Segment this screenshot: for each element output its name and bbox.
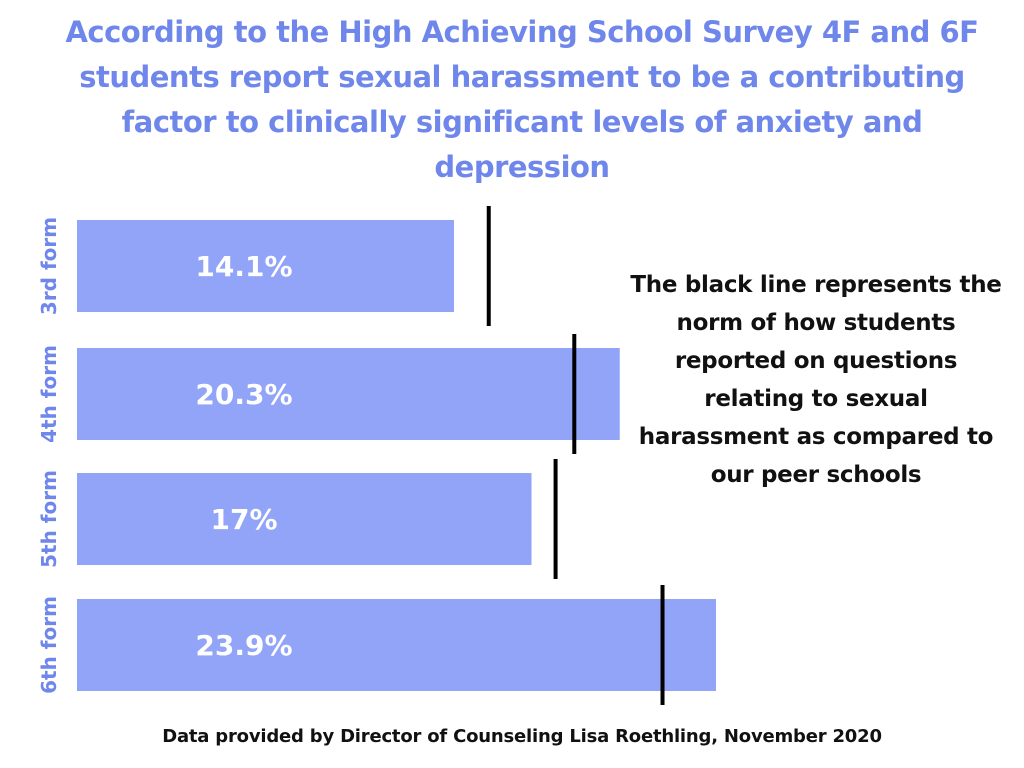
value-label: 17% <box>210 503 277 536</box>
value-labels-layer: 14.1% 20.3% 17% 23.9% <box>195 250 292 662</box>
category-labels-layer: 3rd form 4th form 5th form 6th form <box>37 217 61 694</box>
bars-layer <box>77 220 716 691</box>
chart-title: According to the High Achieving School S… <box>65 15 979 184</box>
bar-3rd-form <box>77 220 454 312</box>
norm-lines-layer <box>486 206 665 705</box>
bar-4th-form <box>77 348 620 440</box>
value-label: 23.9% <box>195 629 292 662</box>
bar-6th-form <box>77 599 716 691</box>
category-label: 4th form <box>37 345 61 443</box>
value-label: 14.1% <box>195 250 292 283</box>
norm-line-annotation: The black line represents the norm of ho… <box>630 272 1002 488</box>
category-label: 6th form <box>37 596 61 694</box>
category-label: 5th form <box>37 470 61 568</box>
source-note: Data provided by Director of Counseling … <box>162 726 882 747</box>
category-label: 3rd form <box>37 217 61 315</box>
value-label: 20.3% <box>195 378 292 411</box>
bar-5th-form <box>77 473 532 565</box>
